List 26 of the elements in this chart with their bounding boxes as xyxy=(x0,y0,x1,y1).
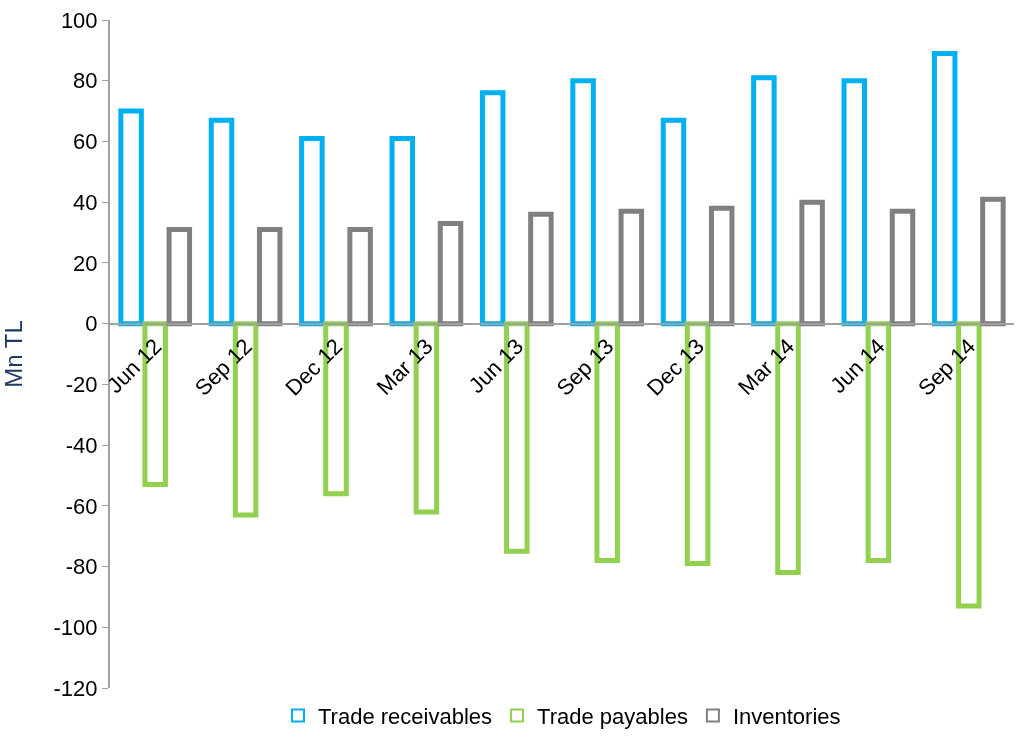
y-tick-label: -40 xyxy=(65,432,98,458)
x-tick-label: Jun 12 xyxy=(102,333,167,399)
y-tick-label: 100 xyxy=(60,7,98,33)
y-tick-label: 60 xyxy=(73,129,98,155)
y-tick-label: 80 xyxy=(73,68,98,94)
y-tick-label: 0 xyxy=(85,311,98,337)
legend-label: Trade payables xyxy=(537,704,688,730)
x-tick-label: Jun 13 xyxy=(463,333,529,399)
x-tick-label: Mar 14 xyxy=(733,333,800,400)
y-tick-label: -80 xyxy=(65,554,98,580)
y-axis-title: Mn TL xyxy=(0,320,27,388)
y-tick-label: 20 xyxy=(73,250,98,276)
legend-label: Trade receivables xyxy=(318,704,493,730)
x-tick-label: Dec 12 xyxy=(280,333,348,401)
x-tick-label: Sep 13 xyxy=(551,333,619,401)
legend-label: Inventories xyxy=(732,704,841,730)
x-tick-label: Jun 14 xyxy=(825,333,890,399)
y-tick-label: -100 xyxy=(53,614,98,640)
y-tick-label: -120 xyxy=(53,675,98,701)
y-tick-label: -60 xyxy=(65,493,98,519)
y-tick-label: -20 xyxy=(65,372,98,398)
x-tick-label: Sep 14 xyxy=(913,333,981,401)
y-tick-label: 40 xyxy=(73,189,98,215)
x-tick-label: Sep 12 xyxy=(189,333,257,401)
x-tick-label: Mar 13 xyxy=(371,333,438,400)
x-tick-label: Dec 13 xyxy=(641,333,709,401)
